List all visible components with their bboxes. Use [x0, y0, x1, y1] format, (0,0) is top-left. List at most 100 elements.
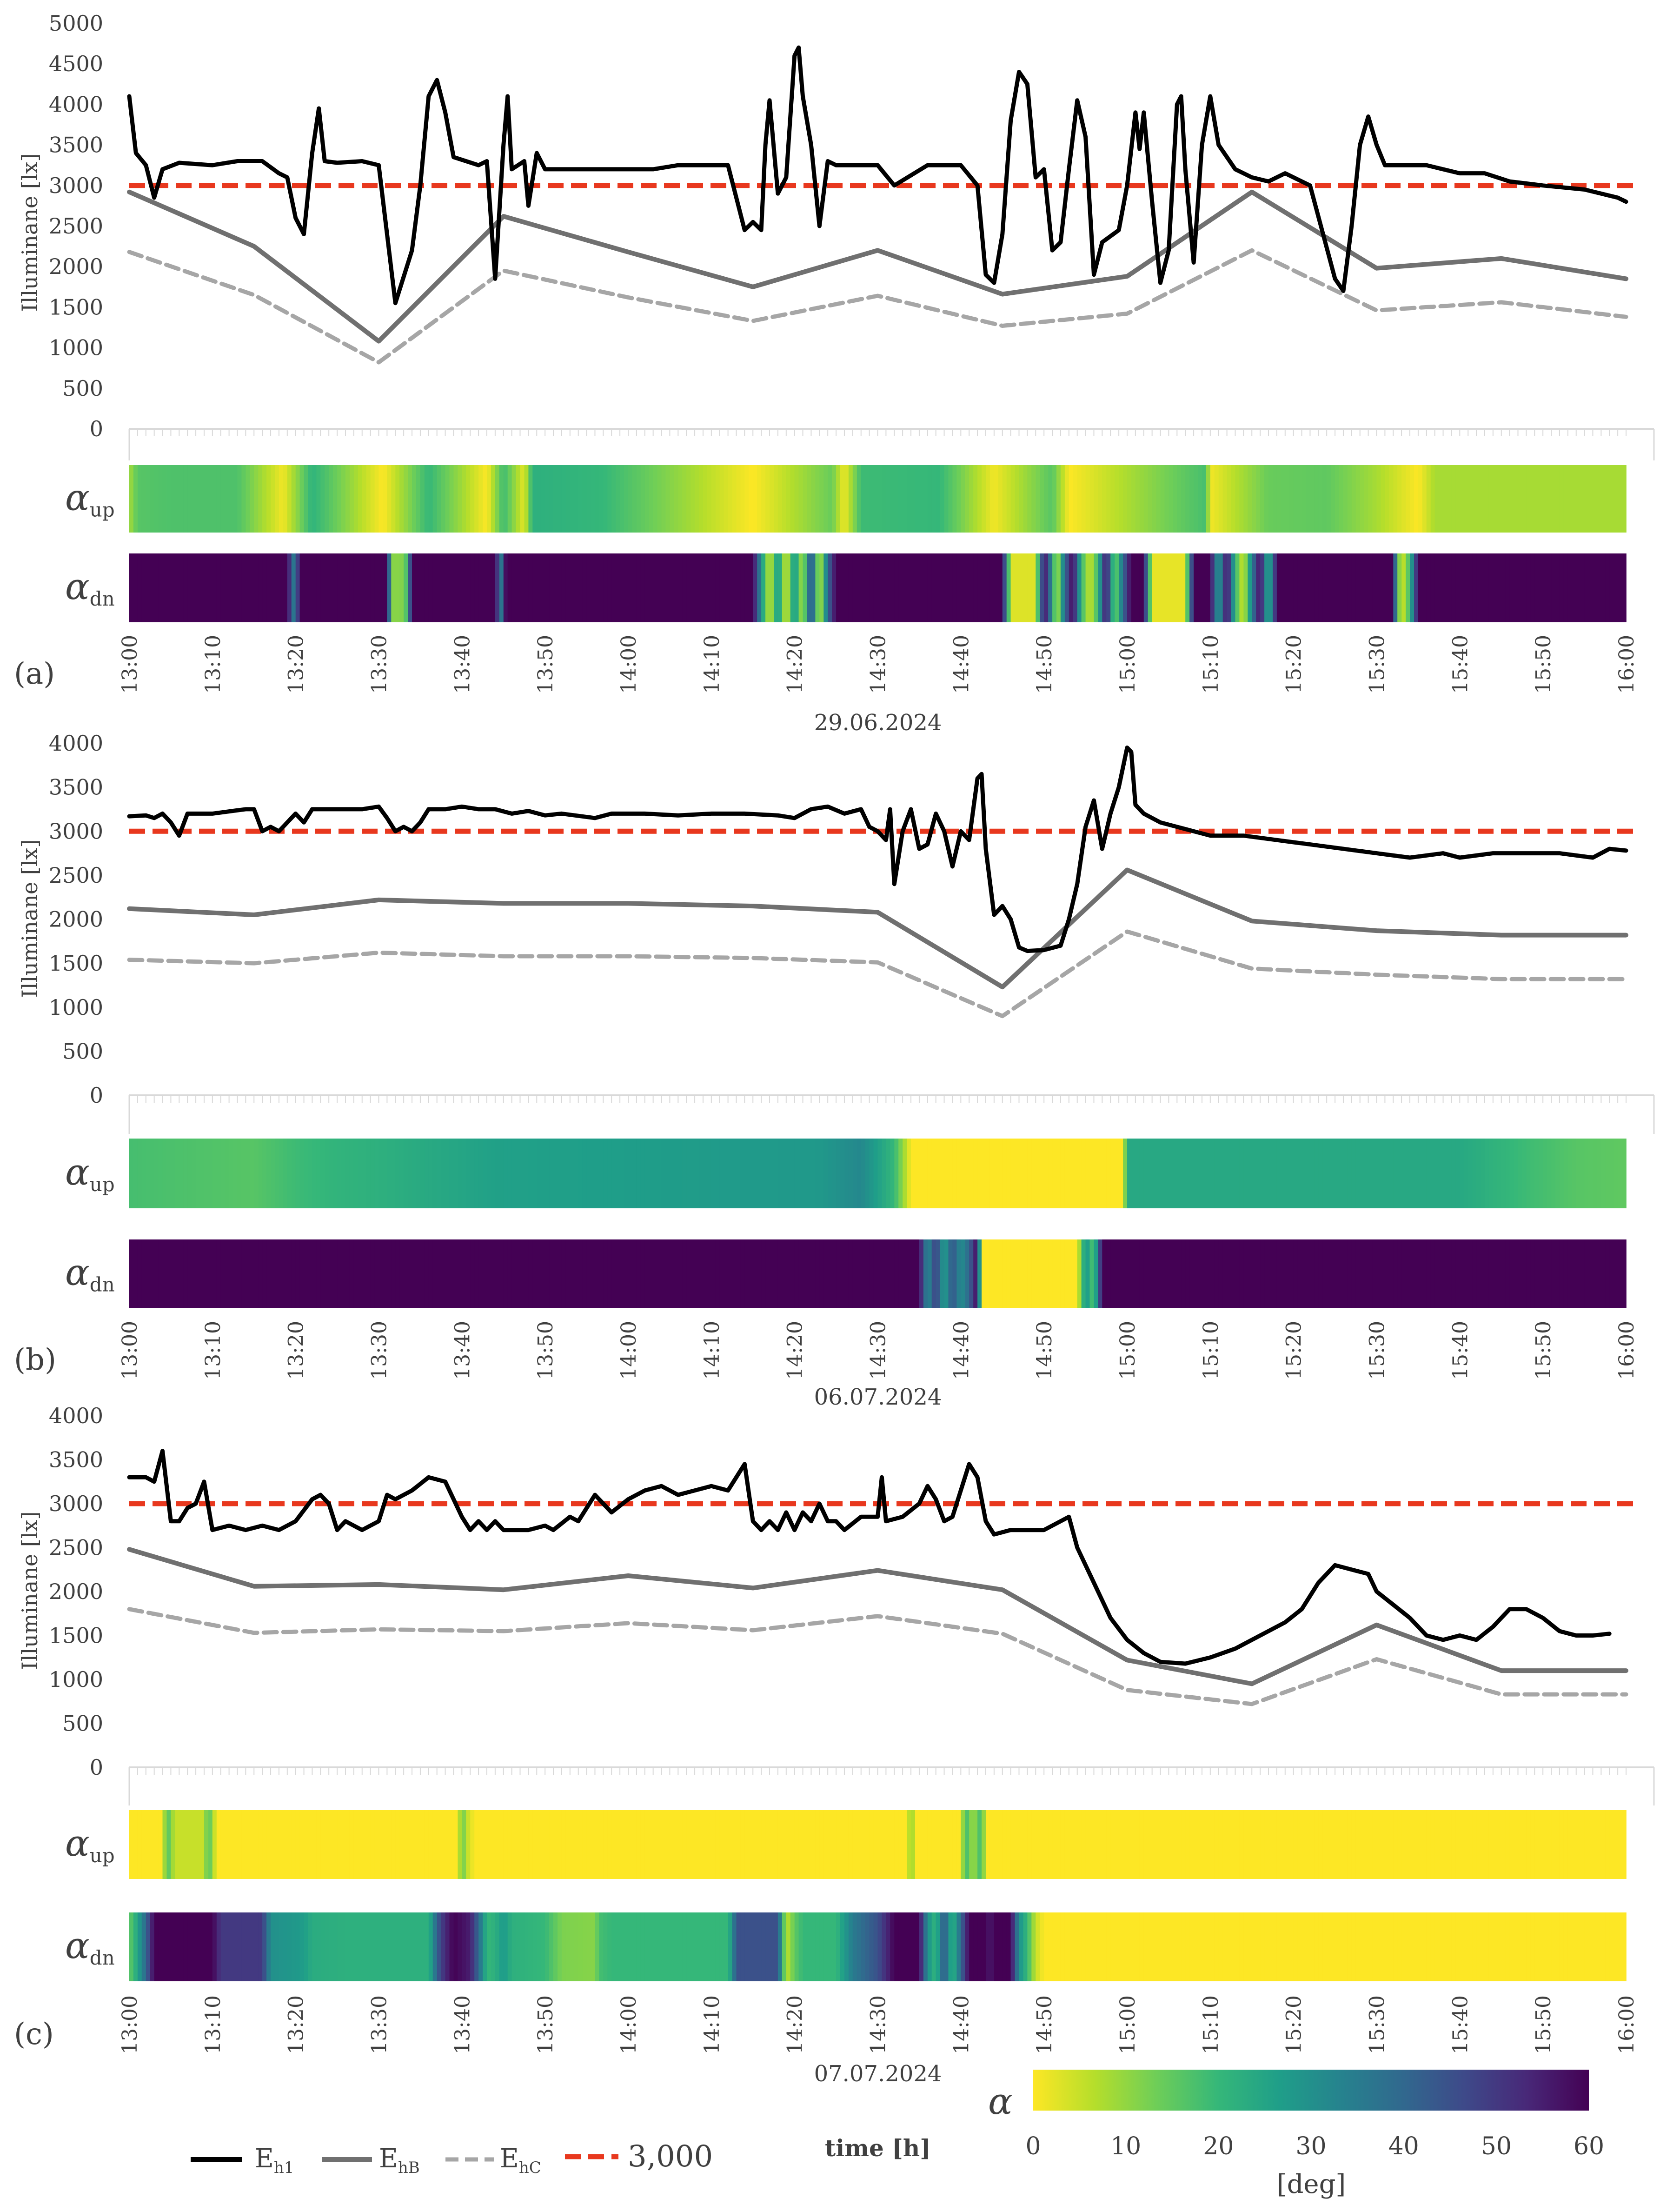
alpha-up-cell: [890, 1810, 895, 1879]
alpha-up-cell: [212, 465, 217, 533]
alpha-up-cell: [171, 465, 176, 533]
alpha-up-cell: [1256, 1810, 1261, 1879]
alpha-up-cell: [507, 1139, 512, 1208]
alpha-dn-cell: [703, 1912, 708, 1981]
alpha-up-cell: [254, 1810, 259, 1879]
alpha-dn-cell: [420, 553, 425, 622]
alpha-up-cell: [1210, 1810, 1215, 1879]
alpha-dn-cell: [620, 1239, 624, 1308]
alpha-up-cell: [852, 465, 857, 533]
alpha-dn-cell: [362, 553, 367, 622]
alpha-dn-cell: [969, 1239, 974, 1308]
alpha-up-cell: [1218, 1139, 1223, 1208]
alpha-dn-cell: [491, 1239, 496, 1308]
alpha-up-cell: [187, 465, 192, 533]
alpha-dn-cell: [1434, 1239, 1440, 1308]
alpha-dn-cell: [553, 553, 558, 622]
alpha-dn-cell: [740, 1912, 745, 1981]
alpha-dn-cell: [1376, 1912, 1381, 1981]
alpha-dn-cell: [1098, 1239, 1103, 1308]
alpha-up-cell: [1385, 1810, 1390, 1879]
alpha-up-cell: [582, 465, 587, 533]
alpha-dn-cell: [961, 553, 965, 622]
alpha-dn-cell: [212, 1912, 217, 1981]
alpha-up-cell: [295, 1810, 300, 1879]
y-tick-label: 4500: [49, 51, 103, 76]
alpha-dn-cell: [1563, 1912, 1568, 1981]
alpha-dn-cell: [561, 1912, 566, 1981]
alpha-up-cell: [1576, 465, 1581, 533]
alpha-up-cell: [1410, 1810, 1414, 1879]
alpha-up-cell: [674, 1139, 679, 1208]
alpha-dn-cell: [424, 1239, 429, 1308]
alpha-up-cell: [287, 1810, 292, 1879]
alpha-dn-cell: [1488, 553, 1494, 622]
alpha-up-cell: [470, 1139, 475, 1208]
alpha-dn-cell: [923, 1239, 928, 1308]
alpha-up-cell: [1522, 1810, 1527, 1879]
alpha-up-cell: [907, 465, 911, 533]
alpha-up-cell: [1227, 1810, 1232, 1879]
alpha-up-cell: [1027, 1139, 1032, 1208]
alpha-dn-cell: [940, 1239, 945, 1308]
alpha-up-cell: [1143, 1139, 1149, 1208]
alpha-up-cell: [1073, 1810, 1078, 1879]
alpha-dn-cell: [1547, 1239, 1552, 1308]
alpha-dn-cell: [890, 1239, 895, 1308]
alpha-dn-cell: [1085, 1912, 1090, 1981]
alpha-up-cell: [719, 465, 724, 533]
alpha-dn-cell: [1314, 1912, 1319, 1981]
alpha-up-cell: [553, 465, 558, 533]
alpha-dn-cell: [1493, 553, 1498, 622]
alpha-up-cell: [624, 465, 629, 533]
alpha-up-cell: [187, 1139, 192, 1208]
alpha-dn-cell: [591, 1912, 596, 1981]
alpha-up-cell: [1472, 1139, 1477, 1208]
alpha-up-cell: [982, 1139, 986, 1208]
alpha-dn-cell: [873, 553, 878, 622]
alpha-up-cell: [304, 1810, 309, 1879]
alpha-dn-cell: [728, 553, 733, 622]
alpha-dn-cell: [1256, 553, 1261, 622]
alpha-up-cell: [644, 465, 650, 533]
alpha-up-cell: [777, 1810, 783, 1879]
alpha-up-cell: [320, 1810, 325, 1879]
x-tick-label: 15:20: [1282, 635, 1306, 694]
alpha-dn-cell: [749, 553, 753, 622]
alpha-dn-cell: [266, 1912, 271, 1981]
alpha-dn-cell: [470, 1239, 475, 1308]
alpha-up-cell: [911, 1810, 916, 1879]
alpha-up-cell: [798, 1139, 803, 1208]
alpha-up-cell: [466, 465, 471, 533]
alpha-dn-label: αdn: [65, 1925, 115, 1969]
alpha-up-cell: [678, 1810, 683, 1879]
alpha-up-cell: [1231, 1810, 1236, 1879]
y-tick-label: 1500: [49, 1623, 103, 1648]
alpha-dn-cell: [1139, 1912, 1144, 1981]
alpha-dn-cell: [1222, 1912, 1228, 1981]
alpha-up-cell: [1231, 465, 1236, 533]
alpha-dn-cell: [1481, 553, 1485, 622]
alpha-dn-cell: [416, 1912, 421, 1981]
alpha-dn-strip: [129, 1239, 1627, 1308]
alpha-dn-cell: [204, 1912, 209, 1981]
alpha-up-cell: [1593, 465, 1598, 533]
alpha-dn-cell: [1472, 1239, 1477, 1308]
alpha-dn-cell: [420, 1912, 425, 1981]
alpha-dn-cell: [154, 553, 159, 622]
alpha-up-cell: [632, 1139, 637, 1208]
alpha-dn-cell: [919, 1239, 924, 1308]
alpha-up-cell: [1368, 1810, 1373, 1879]
alpha-up-cell: [911, 465, 916, 533]
alpha-dn-cell: [1056, 1912, 1061, 1981]
alpha-up-cell: [258, 1810, 263, 1879]
alpha-up-cell: [665, 465, 671, 533]
alpha-dn-cell: [1430, 553, 1435, 622]
alpha-up-cell: [220, 1810, 226, 1879]
alpha-dn-cell: [1152, 1239, 1157, 1308]
alpha-up-cell: [1414, 1139, 1419, 1208]
alpha-dn-cell: [607, 1912, 612, 1981]
alpha-dn-cell: [765, 553, 770, 622]
alpha-dn-cell: [765, 1912, 770, 1981]
alpha-dn-cell: [599, 1239, 604, 1308]
